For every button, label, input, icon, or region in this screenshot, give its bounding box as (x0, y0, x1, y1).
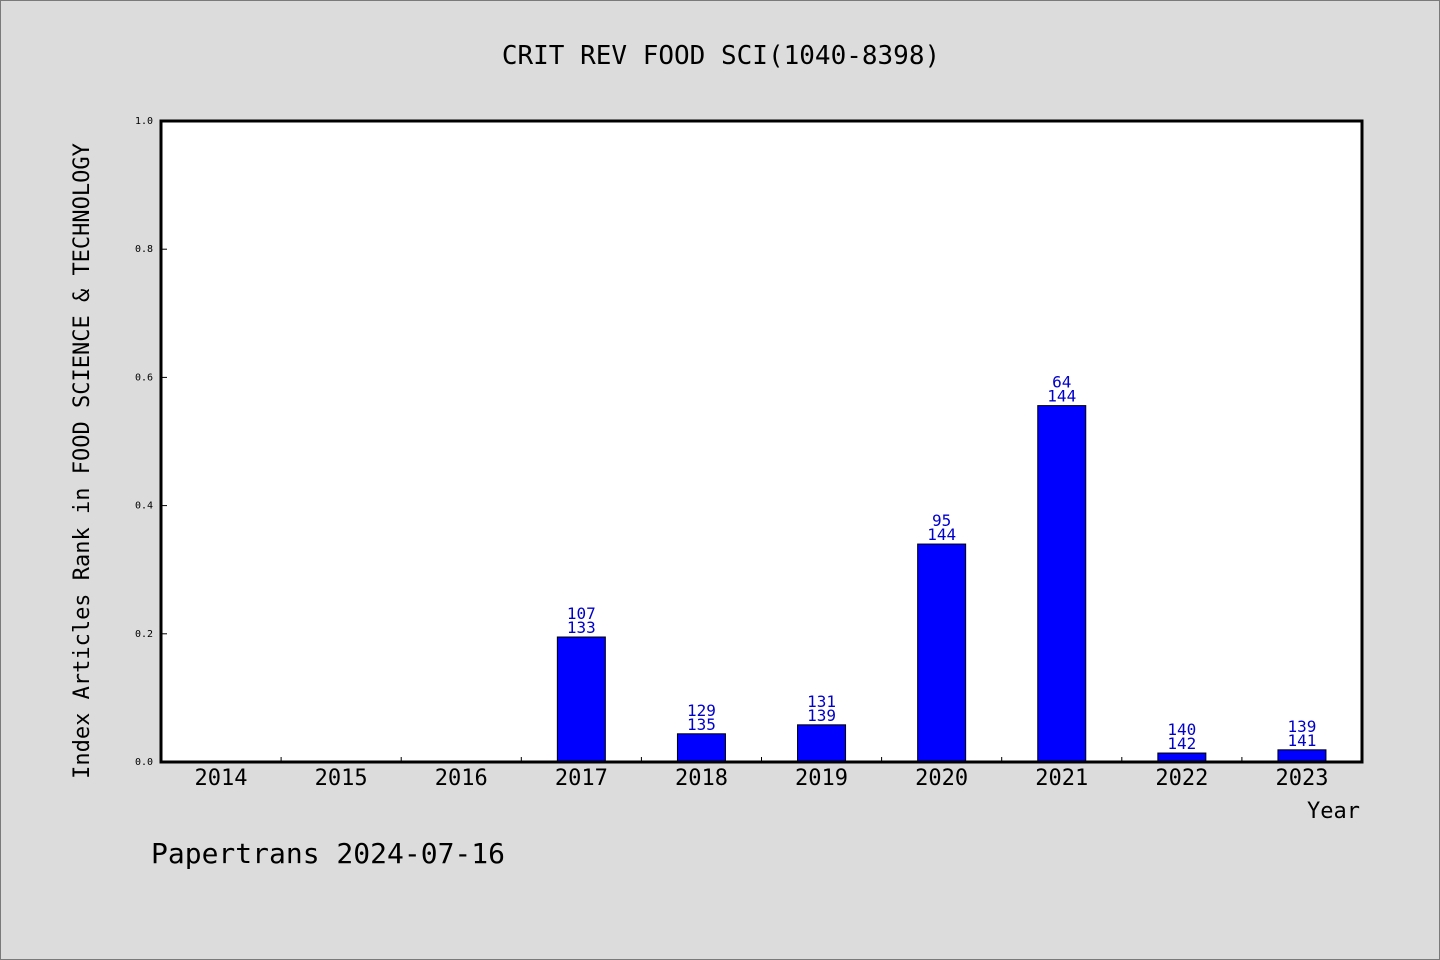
x-tick-label: 2016 (435, 766, 488, 791)
bar-label-rank: 139 (1287, 717, 1316, 736)
y-axis-ticks: 0.0 0.2 0.4 0.6 0.8 1.0 (135, 116, 167, 768)
x-tick-label: 2020 (915, 766, 968, 791)
bar-2023 (1277, 749, 1327, 763)
chart-title: CRIT REV FOOD SCI(1040-8398) (502, 41, 940, 71)
y-axis-label: Index Articles Rank in FOOD SCIENCE & TE… (70, 143, 95, 779)
bar-2021 (1037, 405, 1087, 763)
bar-label-total: 133 (567, 618, 596, 637)
x-axis-ticks: 2014 2015 2016 2017 2018 2019 2020 2021 2022 2023 (195, 757, 1328, 791)
y-tick-label: 0.6 (135, 372, 153, 383)
y-tick-label: 0.2 (135, 629, 153, 640)
bar-label-total: 142 (1167, 734, 1196, 753)
footer-date-stamp: Papertrans 2024-07-16 (151, 837, 505, 870)
x-tick-label: 2023 (1275, 766, 1328, 791)
bar-label-total: 139 (807, 706, 836, 725)
y-tick-label: 1.0 (135, 116, 153, 127)
x-tick-label: 2022 (1155, 766, 1208, 791)
bar-2018 (676, 733, 726, 763)
x-axis-label: Year (1307, 799, 1360, 824)
x-tick-label: 2019 (795, 766, 848, 791)
plot-area (161, 121, 1362, 762)
bar-label-rank: 129 (687, 701, 716, 720)
bar-label-total: 144 (1047, 387, 1076, 406)
bar-label-rank: 107 (567, 604, 596, 623)
y-tick-label: 0.4 (135, 501, 153, 512)
x-tick-label: 2017 (555, 766, 608, 791)
bar-label-total: 135 (687, 715, 716, 734)
bar-label-rank: 64 (1052, 373, 1071, 392)
bar-2017 (556, 636, 606, 763)
x-tick-label: 2018 (675, 766, 728, 791)
bar-label-total: 141 (1287, 731, 1316, 750)
bar-label-rank: 131 (807, 692, 836, 711)
bar-2019 (797, 724, 847, 763)
x-tick-label: 2015 (315, 766, 368, 791)
y-tick-label: 0.0 (135, 757, 153, 768)
y-tick-label: 0.8 (135, 244, 153, 255)
bar-label-rank: 140 (1167, 720, 1196, 739)
bar-2020 (917, 543, 967, 763)
bar-label-rank: 95 (932, 511, 951, 530)
bar-label-total: 144 (927, 525, 956, 544)
x-tick-label: 2014 (195, 766, 248, 791)
x-tick-label: 2021 (1035, 766, 1088, 791)
